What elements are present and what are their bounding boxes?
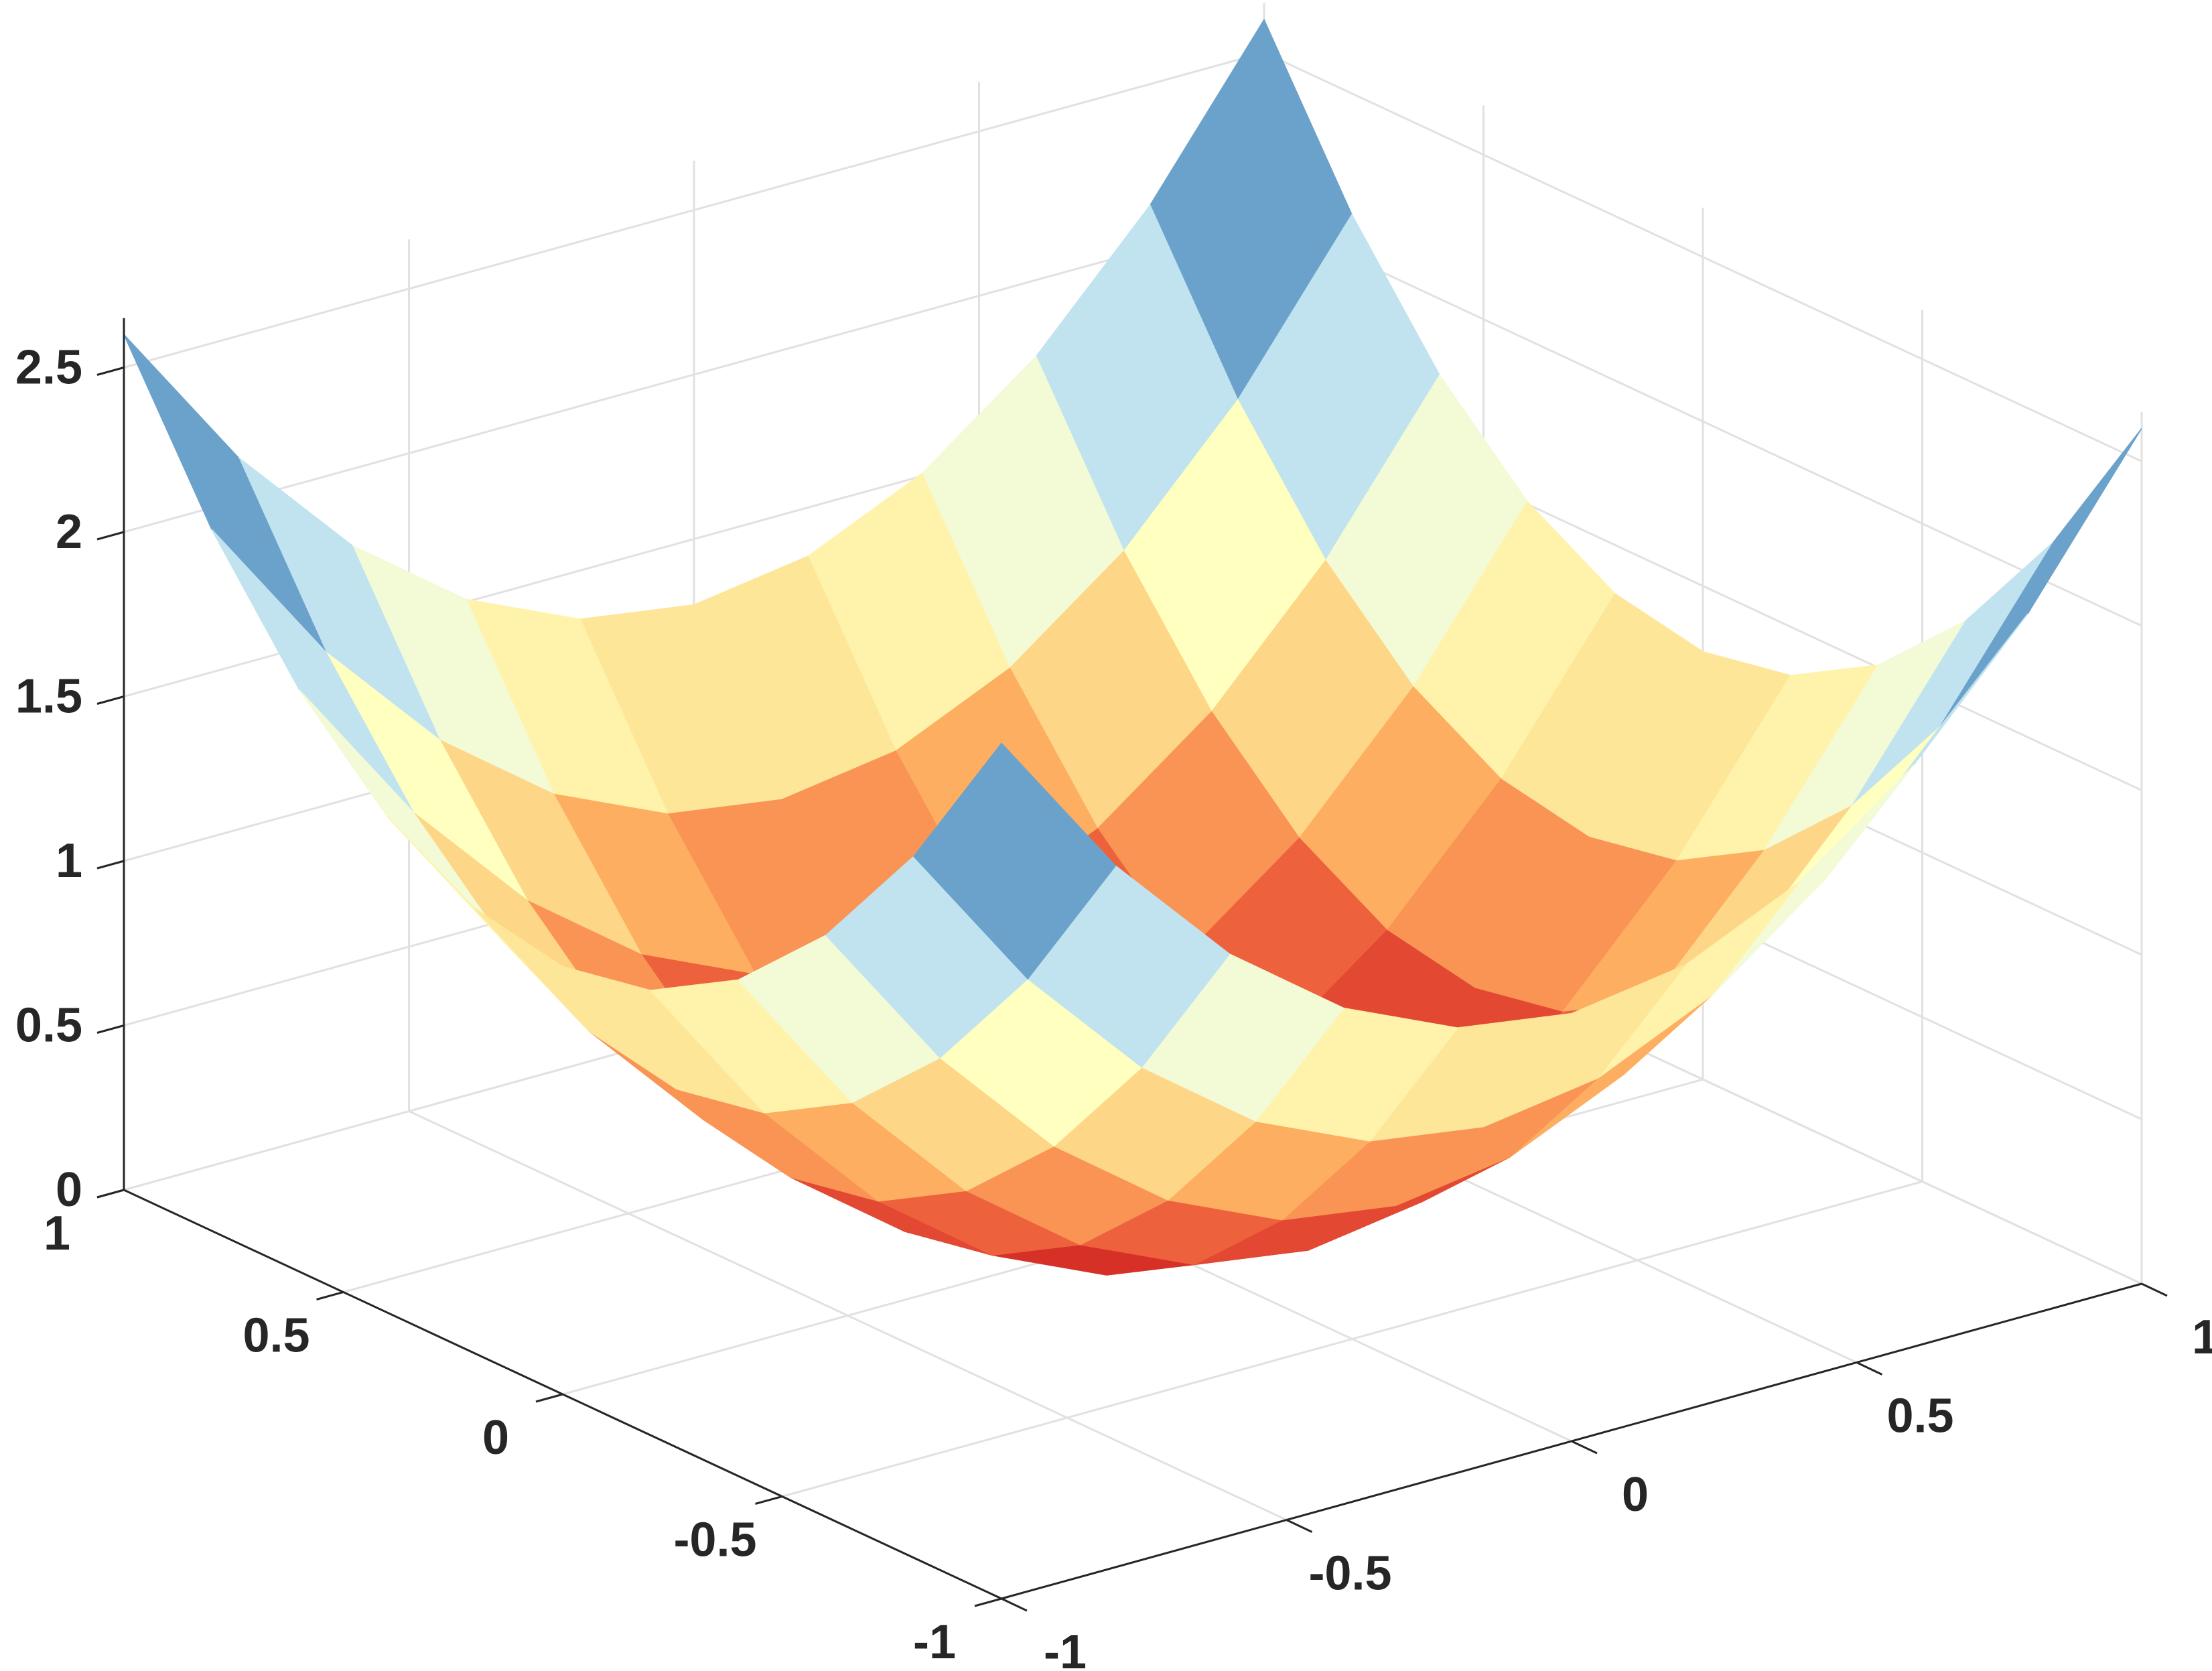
z-tick-label: 1.5 xyxy=(15,670,82,724)
z-tick-label: 2 xyxy=(56,505,82,559)
z-tick-label: 2.5 xyxy=(15,341,82,395)
x-tick xyxy=(1571,1440,1598,1455)
x-tick xyxy=(2141,1282,2168,1297)
z-tick xyxy=(96,1189,125,1199)
y-tick xyxy=(755,1495,782,1505)
y-tick-label: 0 xyxy=(482,1411,509,1465)
y-tick-label: -0.5 xyxy=(673,1514,756,1567)
x-tick xyxy=(1286,1519,1313,1533)
grid-line xyxy=(1263,216,2142,627)
x-tick-label: 0.5 xyxy=(1886,1390,1953,1443)
grid-line xyxy=(123,52,1265,369)
x-tick-label: -0.5 xyxy=(1308,1547,1391,1601)
y-tick-label: -1 xyxy=(913,1615,956,1669)
y-tick xyxy=(974,1597,1002,1607)
x-tick xyxy=(1856,1361,1883,1376)
z-tick xyxy=(96,366,125,376)
y-tick xyxy=(316,1291,344,1300)
x-tick-label: -1 xyxy=(1044,1625,1087,1671)
z-tick-label: 0.5 xyxy=(15,999,82,1053)
z-tick-label: 1 xyxy=(56,834,82,888)
z-tick xyxy=(96,531,125,541)
y-tick-label: 0.5 xyxy=(243,1309,309,1363)
surface-patch xyxy=(123,334,326,653)
grid-line xyxy=(1263,52,2142,462)
z-tick-label: 0 xyxy=(56,1163,82,1217)
surface-patch xyxy=(913,742,1117,980)
z-tick xyxy=(96,860,125,870)
x-tick-label: 1 xyxy=(2192,1311,2212,1364)
grid-line xyxy=(782,1181,1923,1497)
z-tick xyxy=(96,1024,125,1034)
y-tick xyxy=(535,1393,563,1403)
x-tick xyxy=(1001,1597,1028,1612)
x-tick-label: 0 xyxy=(1622,1468,1649,1522)
y-tick-label: 1 xyxy=(44,1207,70,1260)
z-tick xyxy=(96,695,125,705)
grid-line xyxy=(123,216,1265,533)
surface-patch xyxy=(1939,427,2142,728)
